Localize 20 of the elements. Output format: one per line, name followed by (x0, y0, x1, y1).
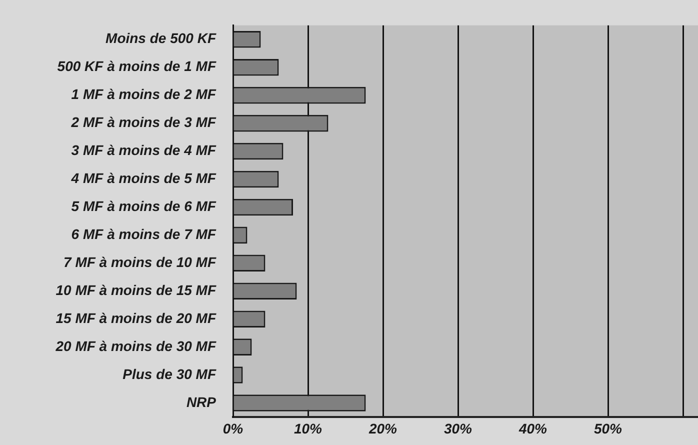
y-tick-label: 20 MF à moins de 30 MF (54, 338, 216, 354)
y-tick-label: 2 MF à moins de 3 MF (70, 114, 216, 130)
y-tick-label: 6 MF à moins de 7 MF (71, 226, 216, 242)
y-tick-label: 5 MF à moins de 6 MF (71, 198, 216, 214)
y-tick-label: 7 MF à moins de 10 MF (64, 254, 216, 270)
x-tick-label: 10% (294, 420, 323, 436)
x-tick-label: 0% (222, 420, 244, 436)
y-tick-label: 1 MF à moins de 2 MF (71, 86, 216, 102)
y-tick-label: 10 MF à moins de 15 MF (56, 282, 216, 298)
y-tick-label: 4 MF à moins de 5 MF (70, 170, 216, 186)
y-tick-label: 15 MF à moins de 20 MF (56, 310, 216, 326)
y-tick-label: 500 KF à moins de 1 MF (57, 58, 216, 74)
x-tick-label: 40% (518, 420, 548, 436)
y-tick-label: Moins de 500 KF (106, 30, 216, 46)
y-tick-label: 3 MF à moins de 4 MF (71, 142, 216, 158)
y-tick-label: NRP (186, 394, 217, 410)
y-tick-label: Plus de 30 MF (122, 366, 216, 382)
x-tick-label: 50% (594, 420, 623, 436)
x-tick-label: 30% (444, 420, 473, 436)
x-tick-label: 20% (368, 420, 398, 436)
